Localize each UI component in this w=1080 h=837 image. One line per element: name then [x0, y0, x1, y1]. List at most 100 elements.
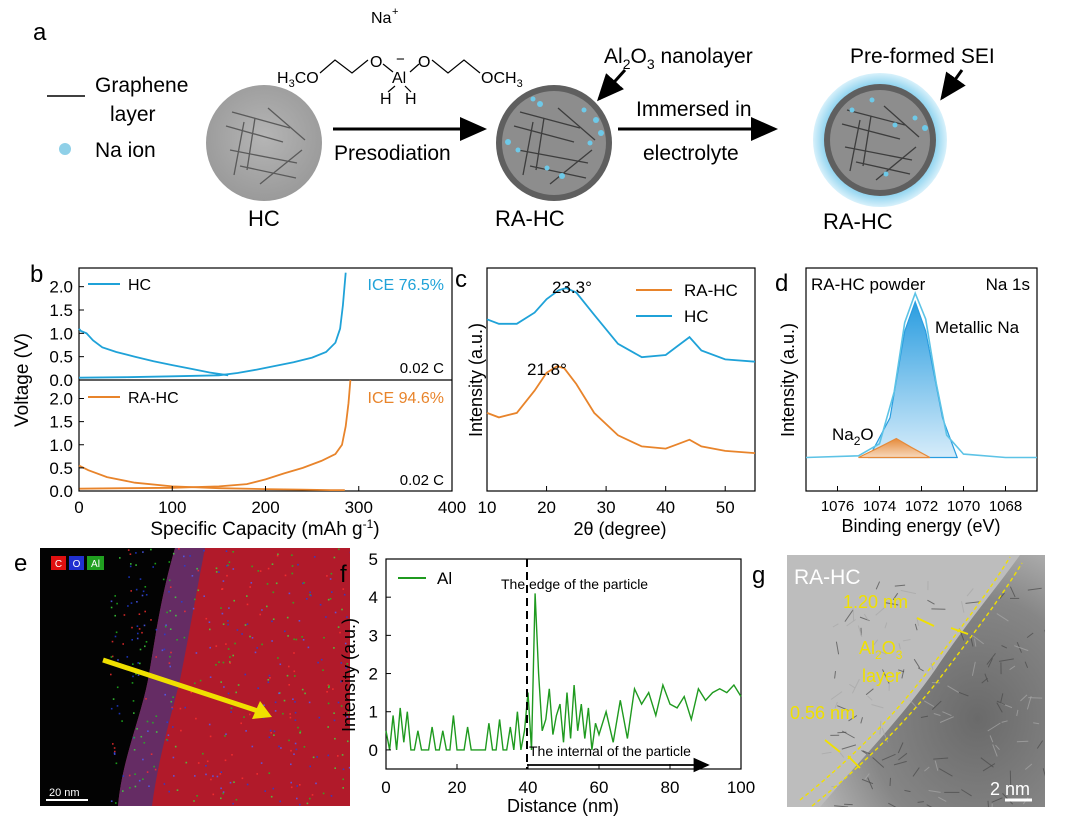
b-bottom-ytick-label: 0.5 [49, 459, 73, 478]
eds-map [110, 548, 350, 806]
tem-lattice-fringe [832, 623, 839, 628]
tem-lattice-fringe [947, 685, 960, 694]
eds-speck [222, 623, 225, 625]
tem-lattice-fringe [864, 773, 870, 780]
eds-speck [170, 700, 173, 703]
eds-speck [194, 598, 196, 601]
eds-speck [227, 620, 229, 622]
tem-lattice-fringe [841, 744, 857, 750]
eds-speck [249, 635, 251, 638]
eds-speck [237, 684, 240, 686]
eds-speck [318, 716, 321, 719]
eds-speck [256, 773, 258, 775]
tem-lattice-fringe [1044, 629, 1045, 633]
eds-speck [328, 685, 330, 687]
eds-speck [137, 662, 139, 664]
eds-speck [230, 707, 233, 709]
eds-speck [194, 775, 196, 777]
eds-speck [150, 753, 153, 755]
panel-b: b 0 100 200 300 400 0.0 0.0 0.5 0.5 1.0 1.0 1.5 1.5… [12, 261, 466, 540]
tem-lattice-fringe [933, 757, 949, 760]
eds-speck [244, 673, 247, 676]
hc-label: HC [248, 206, 280, 231]
panel-b-letter: b [30, 261, 43, 288]
eds-speck [143, 624, 146, 627]
eds-speck [268, 736, 271, 739]
eds-speck [290, 781, 292, 784]
eds-speck [110, 707, 113, 710]
eds-speck [172, 726, 174, 728]
tem-lattice-fringe [987, 722, 1001, 732]
b-top-rate: 0.02 C [400, 360, 444, 377]
eds-speck [266, 605, 268, 608]
eds-speck [168, 579, 171, 582]
tem-lattice-fringe [880, 651, 887, 655]
eds-speck [309, 594, 311, 596]
eds-speck [294, 675, 296, 677]
eds-speck [128, 774, 131, 777]
eds-speck [224, 759, 227, 762]
tem-lattice-fringe [841, 730, 855, 739]
rahc-graphene-lines [513, 107, 596, 185]
al-line-scan-curve [385, 593, 742, 751]
eds-speck [132, 700, 135, 702]
eds-speck [308, 701, 311, 704]
eds-speck [184, 610, 186, 613]
eds-speck [293, 652, 295, 654]
tem-lattice-fringe [862, 750, 871, 755]
eds-speck [274, 710, 277, 712]
eds-speck [175, 614, 177, 617]
eds-speck [132, 675, 134, 678]
eds-speck [171, 707, 174, 710]
eds-speck [122, 790, 124, 792]
eds-speck [153, 765, 155, 768]
eds-speck [212, 775, 214, 777]
eds-speck [222, 661, 225, 664]
na-ion-legend-dot [59, 143, 71, 155]
tem-lattice-fringe [1001, 720, 1008, 723]
eds-speck [331, 591, 333, 593]
eds-speck [277, 553, 279, 556]
eds-speck [208, 723, 211, 726]
eds-speck [176, 789, 179, 791]
eds-speck [168, 561, 171, 563]
eds-speck [147, 730, 149, 732]
eds-speck [113, 753, 116, 755]
eds-speck [293, 753, 295, 755]
layer-inner-boundary [811, 562, 1023, 807]
f-xlabel: Distance (nm) [507, 796, 619, 816]
eds-speck [168, 790, 170, 793]
eds-speck [317, 661, 319, 664]
panel-f-frame [385, 558, 742, 770]
eds-speck [299, 732, 301, 734]
eds-speck [234, 642, 236, 645]
eds-speck [202, 752, 204, 755]
tem-lattice-fringe [867, 777, 874, 790]
eds-speck [334, 737, 336, 740]
tem-lattice-fringe [1014, 645, 1029, 652]
eds-speck [246, 595, 248, 597]
eds-speck [294, 711, 297, 714]
eds-speck [297, 726, 299, 729]
eds-speck [111, 640, 114, 643]
eds-speck [251, 745, 254, 748]
tem-lattice-fringe [966, 588, 974, 597]
eds-speck [322, 792, 325, 795]
eds-speck [302, 582, 304, 585]
b-top-ytick-label: 2.0 [49, 278, 73, 297]
eds-speck [284, 630, 286, 633]
eds-speck [263, 704, 265, 706]
eds-speck [348, 766, 350, 769]
eds-speck [291, 572, 294, 575]
d-xtick-label: 1068 [989, 498, 1022, 515]
eds-speck [341, 754, 344, 756]
eds-speck [233, 781, 235, 783]
eds-speck [271, 620, 273, 623]
b-bottom-ytick-label: 2.0 [49, 390, 73, 409]
eds-speck [154, 562, 157, 565]
tem-lattice-fringe [984, 673, 989, 683]
eds-speck [150, 548, 152, 551]
eds-speck [327, 726, 329, 728]
eds-speck [148, 785, 150, 787]
eds-speck [293, 638, 295, 641]
